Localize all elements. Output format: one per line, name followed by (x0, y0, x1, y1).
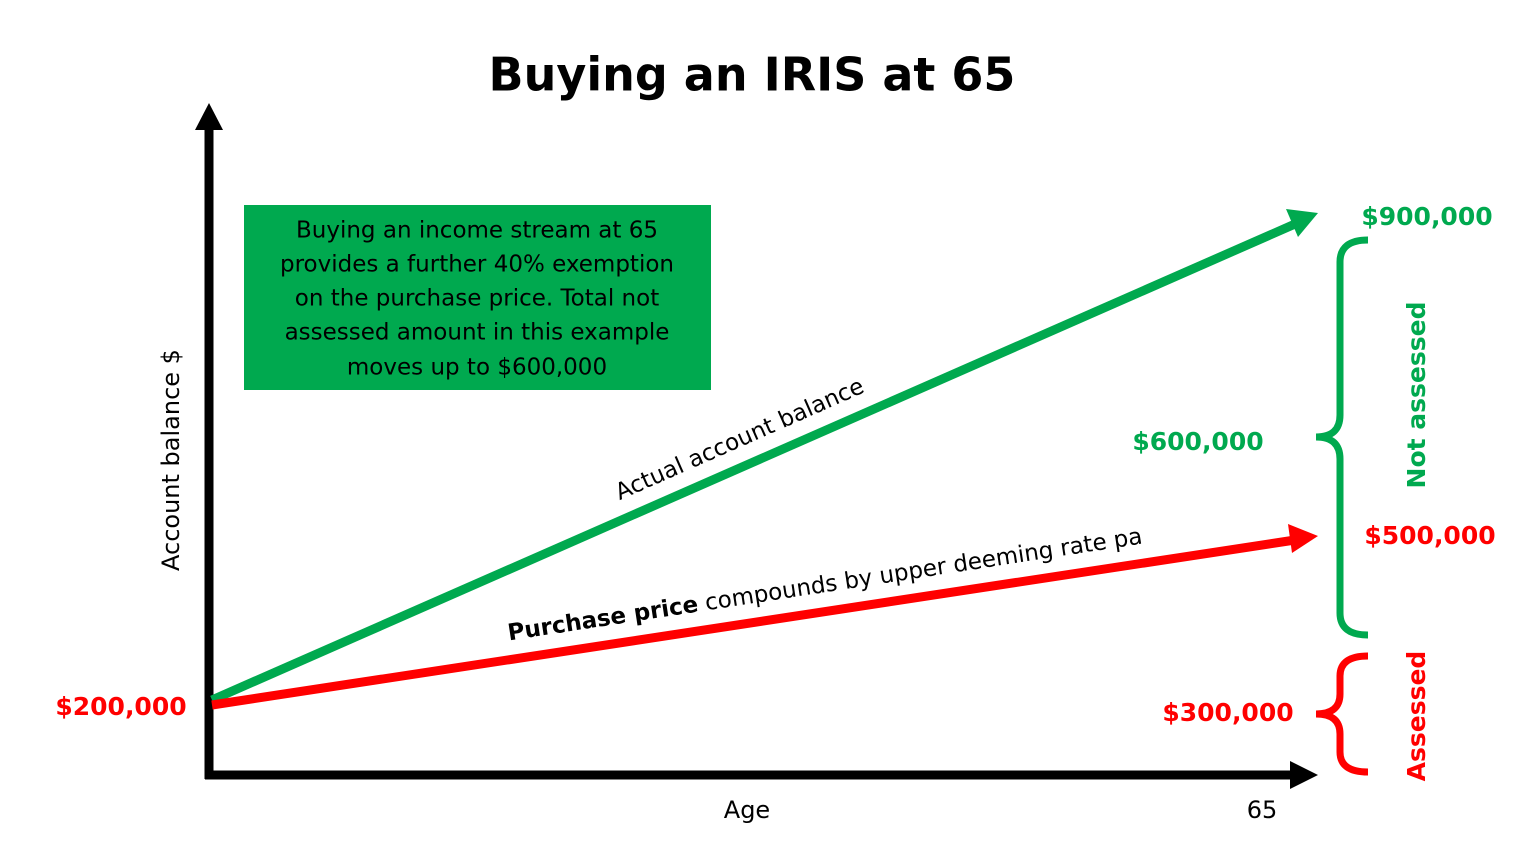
not-assessed-brace (1315, 236, 1369, 639)
note-line: assessed amount in this example (285, 320, 670, 346)
purchase-line (211, 535, 1296, 710)
y-axis-label: Account balance $ (157, 349, 185, 571)
assessed-brace (1315, 652, 1369, 776)
actual-label: Actual account balance (612, 373, 868, 505)
y-axis-arrow (195, 103, 223, 130)
note-line: provides a further 40% exemption (280, 252, 674, 278)
amount-label: $500,000 (1364, 521, 1495, 550)
purchase-label: Purchase price compounds by upper deemin… (506, 523, 1144, 646)
purchase-arrow (1288, 524, 1318, 553)
x-end-label: 65 (1247, 796, 1278, 824)
title: Buying an IRIS at 65 (489, 48, 1016, 102)
amount-label: $900,000 (1361, 202, 1492, 231)
amount-label: $200,000 (55, 692, 186, 721)
actual-arrow (1286, 209, 1318, 237)
brace-label: Not assessed (1402, 302, 1431, 489)
note-line: on the purchase price. Total not (295, 286, 659, 312)
note-line: Buying an income stream at 65 (296, 218, 658, 244)
amount-label: $600,000 (1132, 427, 1263, 456)
x-axis-label: Age (724, 796, 770, 824)
note-line: moves up to $600,000 (347, 355, 607, 381)
brace-label: Assessed (1402, 651, 1431, 782)
note-box (244, 205, 711, 390)
x-axis-arrow (1290, 761, 1318, 789)
amount-label: $300,000 (1162, 698, 1293, 727)
actual-line (210, 219, 1297, 705)
